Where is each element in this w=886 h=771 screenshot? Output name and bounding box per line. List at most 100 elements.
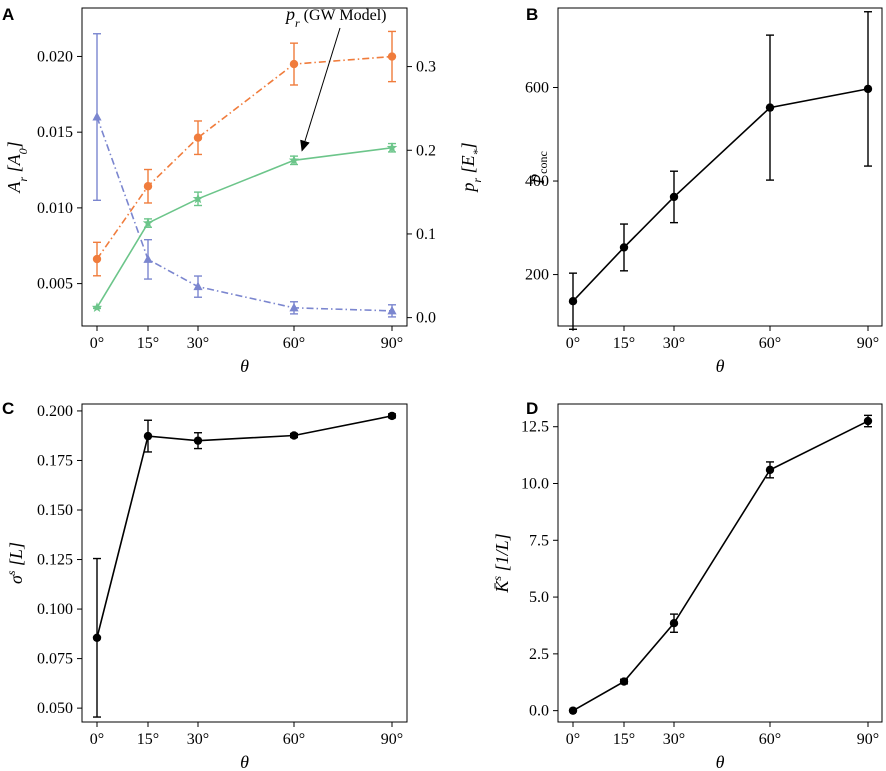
right-axis-label: pr [E*] xyxy=(458,142,484,193)
x-tick-label-4: 90° xyxy=(857,731,879,748)
y-tick-label-0: 0.0 xyxy=(529,703,549,720)
panel-label-D: D xyxy=(526,399,538,418)
y-tick-label-2: 5.0 xyxy=(529,589,549,606)
data-point-K_s-2 xyxy=(669,618,679,628)
data-point-A_r-3 xyxy=(289,302,299,312)
data-point-p_conc-3 xyxy=(765,103,775,112)
y-tick-label-4: 0.150 xyxy=(37,502,73,519)
data-point-sigma_s-4 xyxy=(387,411,397,421)
series-line-p_r (GW Model) xyxy=(96,146,393,309)
data-point-p_conc-2 xyxy=(669,192,679,202)
y-tick-label-5: 0.175 xyxy=(37,452,73,469)
x-tick-label-2: 30° xyxy=(663,335,685,352)
y-tick-label-2: 0.100 xyxy=(37,601,73,618)
x-tick-label-1: 15° xyxy=(137,731,159,748)
data-point-p_r (GW Model)-2 xyxy=(192,193,204,204)
x-tick-label-3: 60° xyxy=(759,731,781,748)
y-tick-label-2: 600 xyxy=(525,80,549,97)
data-point-p_conc-0 xyxy=(568,297,578,306)
y-tick-label-0: 200 xyxy=(525,267,549,284)
x-axis-label: θ xyxy=(240,356,249,376)
data-point-K_s-1 xyxy=(619,677,629,686)
data-point-K_s-4 xyxy=(863,416,873,426)
x-tick-label-3: 60° xyxy=(283,335,305,352)
y-tick-label-3: 0.020 xyxy=(37,48,73,65)
x-axis-label: θ xyxy=(716,752,725,771)
y-right-tick-label-2: 0.2 xyxy=(416,142,436,159)
x-tick-label-3: 60° xyxy=(283,731,305,748)
panel-B: B 0° 15° 30° 60° 90° θ 200 400 600 pconc xyxy=(524,5,883,376)
y-tick-label-3: 0.125 xyxy=(37,552,73,569)
data-point-p_r (GW Model)-1 xyxy=(142,217,154,228)
series-line-p_conc xyxy=(572,88,869,302)
x-tick-label-0: 0° xyxy=(566,731,580,748)
data-point-p_r-1 xyxy=(143,182,153,191)
panel-label-C: C xyxy=(2,399,14,418)
x-tick-label-0: 0° xyxy=(90,335,104,352)
data-point-A_r-2 xyxy=(193,281,203,291)
y-tick-label-1: 2.5 xyxy=(529,646,549,663)
x-tick-label-4: 90° xyxy=(857,335,879,352)
data-point-A_r-0 xyxy=(92,112,102,121)
data-point-K_s-3 xyxy=(765,465,775,475)
y-tick-label-1: 400 xyxy=(525,173,549,190)
x-tick-label-3: 60° xyxy=(759,335,781,352)
plot-frame-D xyxy=(557,403,883,723)
series-line-p_r xyxy=(96,55,393,260)
data-point-p_r (GW Model)-0 xyxy=(91,302,103,313)
y-tick-label-3: 7.5 xyxy=(529,532,549,549)
panel-C: C 0° 15° 30° 60° 90° θ 0.050 0.075 0.100 0.125 0.15… xyxy=(2,399,408,771)
y-right-tick-label-3: 0.3 xyxy=(416,59,436,76)
data-point-A_r-4 xyxy=(387,305,397,315)
y-tick-label-5: 12.5 xyxy=(521,419,549,436)
plot-frame-A xyxy=(81,7,408,327)
data-point-sigma_s-2 xyxy=(193,436,203,445)
annotation-label: pr (GW Model) xyxy=(284,4,386,30)
x-tick-label-1: 15° xyxy=(613,335,635,352)
data-point-p_r-2 xyxy=(193,133,203,142)
y-axis-label: pconc xyxy=(524,151,550,185)
panel-A: A 0° 15° 30° 60° 90° θ 0.005 0.010 0.015 0.020 0.0 0… xyxy=(2,4,484,376)
series-line-sigma_s xyxy=(96,415,393,638)
x-tick-label-1: 15° xyxy=(613,731,635,748)
data-point-p_r-3 xyxy=(289,59,299,69)
data-point-p_r (GW Model)-3 xyxy=(288,154,300,165)
x-tick-label-2: 30° xyxy=(663,731,685,748)
x-tick-label-4: 90° xyxy=(381,335,403,352)
data-point-sigma_s-0 xyxy=(92,633,102,642)
data-point-sigma_s-1 xyxy=(143,431,153,441)
data-point-p_conc-1 xyxy=(619,243,629,252)
series-line-A_r xyxy=(96,116,393,312)
data-point-p_r (GW Model)-4 xyxy=(386,142,398,153)
y-tick-label-4: 10.0 xyxy=(521,476,549,493)
annotation-arrow xyxy=(300,27,341,152)
panel-label-A: A xyxy=(2,5,14,24)
plot-frame-C xyxy=(81,403,408,723)
data-point-A_r-1 xyxy=(143,254,153,263)
x-tick-label-1: 15° xyxy=(137,335,159,352)
x-tick-label-4: 90° xyxy=(381,731,403,748)
y-tick-label-6: 0.200 xyxy=(37,403,73,420)
x-axis-label: θ xyxy=(716,356,725,376)
x-axis-label: θ xyxy=(240,752,249,771)
data-point-p_r-0 xyxy=(92,254,102,264)
x-tick-label-0: 0° xyxy=(566,335,580,352)
y-tick-label-1: 0.010 xyxy=(37,200,73,217)
series-line-K_s xyxy=(572,420,869,712)
panel-label-B: B xyxy=(526,5,538,24)
x-tick-label-0: 0° xyxy=(90,731,104,748)
data-point-p_conc-4 xyxy=(863,84,873,94)
x-tick-label-2: 30° xyxy=(187,335,209,352)
y-right-tick-label-0: 0.0 xyxy=(416,310,436,327)
y-tick-label-0: 0.005 xyxy=(37,276,73,293)
data-point-K_s-0 xyxy=(568,706,578,715)
plot-frame-B xyxy=(557,7,883,327)
y-axis-label: σs [L] xyxy=(4,542,26,584)
y-tick-label-2: 0.015 xyxy=(37,124,73,141)
y-right-tick-label-1: 0.1 xyxy=(416,226,436,243)
y-tick-label-0: 0.050 xyxy=(37,700,73,717)
left-axis-label: Ar [A0] xyxy=(4,141,30,193)
panel-D: D 0° 15° 30° 60° 90° θ 0.0 2.5 5.0 7.5 10.0 12.5 K̄s … xyxy=(490,399,883,771)
y-tick-label-1: 0.075 xyxy=(37,651,73,668)
